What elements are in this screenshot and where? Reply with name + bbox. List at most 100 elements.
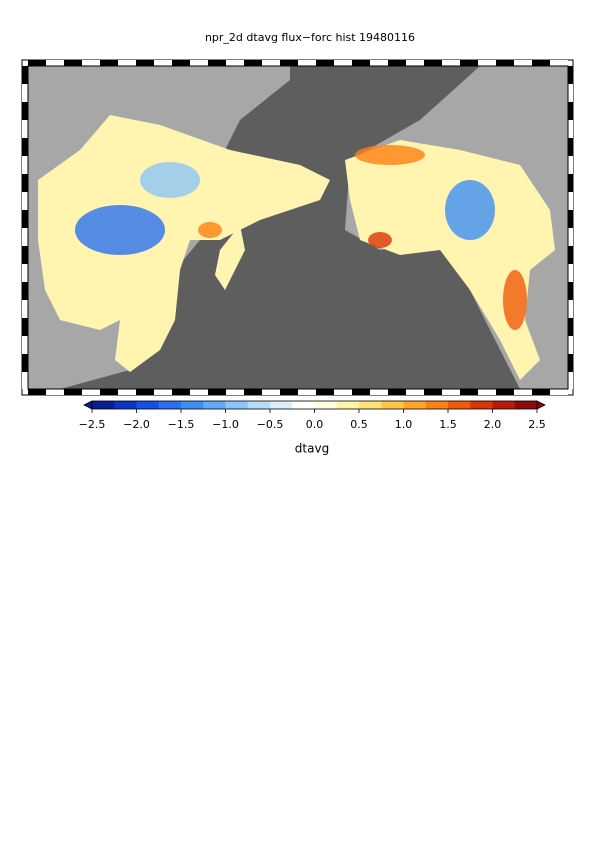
colorbar: −2.5 −2.0 −1.5 −1.0 −0.5 0.0 0.5 1.0 1.5 2.0 2.5 [79,400,546,431]
border-cell [22,66,28,84]
border-cell [424,60,442,66]
border-cell [532,60,550,66]
border-cell [406,389,424,395]
colorbar-tick-label: −0.5 [257,418,284,431]
border-cell [388,60,406,66]
colorbar-tick-label: −2.0 [123,418,150,431]
anomaly-patch [445,180,495,240]
colorbar-segment [381,401,404,409]
colorbar-segment [448,401,471,409]
border-cell [28,389,46,395]
colorbar-tick-label: −2.5 [79,418,106,431]
border-cell [262,389,280,395]
border-cell [22,282,28,300]
colorbar-tick-label: 0.5 [350,418,368,431]
border-cell [316,60,334,66]
border-cell [334,60,352,66]
colorbar-tick-label: 1.0 [395,418,413,431]
border-cell [568,138,573,156]
border-cell [154,60,172,66]
anomaly-patch [140,162,200,198]
colorbar-segment [514,401,538,409]
border-cell [478,389,496,395]
border-cell [136,389,154,395]
colorbar-label: dtavg [295,442,329,456]
border-cell [172,60,190,66]
border-cell [316,389,334,395]
border-cell [280,60,298,66]
anomaly-patch [355,145,425,165]
border-cell [532,389,550,395]
border-cell [550,389,568,395]
border-cell [22,84,28,102]
colorbar-tick-label: 0.0 [306,418,324,431]
border-cell [22,336,28,354]
border-cell [82,60,100,66]
border-cell [298,60,316,66]
border-cell [28,60,46,66]
border-cell [352,60,370,66]
border-cell [22,138,28,156]
map [21,59,574,396]
border-cell [244,389,262,395]
border-cell [352,389,370,395]
border-cell [64,60,82,66]
border-cell [568,282,573,300]
border-cell [568,156,573,174]
border-cell [568,174,573,192]
border-cell [496,60,514,66]
america-field [345,140,555,380]
colorbar-segment [181,401,204,409]
anomaly-patch [198,222,222,238]
border-cell [568,102,573,120]
border-cell [100,60,118,66]
border-cell [118,60,136,66]
colorbar-segment [225,401,249,409]
colorbar-segment [136,401,160,409]
border-cell [208,389,226,395]
border-cell [496,389,514,395]
border-cell [22,192,28,210]
border-cell [22,210,28,228]
border-cell [22,156,28,174]
colorbar-segment [359,401,382,409]
border-cell [22,228,28,246]
border-cell [550,60,568,66]
border-cell [388,389,406,395]
map-title: npr_2d dtavg flux−forc hist 19480116 [205,31,415,44]
border-cell [442,60,460,66]
asia-field [38,115,330,372]
colorbar-segment [336,401,360,409]
border-cell [22,372,28,389]
border-cell [370,60,388,66]
colorbar-segment [314,401,338,409]
border-cell [442,389,460,395]
border-cell [568,228,573,246]
border-cell [568,300,573,318]
border-cell [568,372,573,389]
border-cell [172,389,190,395]
colorbar-segment [114,401,137,409]
border-cell [568,354,573,372]
kamchatka-field [215,225,245,290]
border-cell [22,120,28,138]
border-cell [568,66,573,84]
map-border [22,60,573,395]
border-cell [298,389,316,395]
colorbar-segment [425,401,449,409]
border-cell [568,264,573,282]
border-cell [22,354,28,372]
border-cell [64,389,82,395]
colorbar-tick-label: 1.5 [439,418,457,431]
border-cell [22,300,28,318]
border-cell [478,60,496,66]
border-cell [118,389,136,395]
colorbar-segment [247,401,271,409]
colorbar-end [536,400,546,410]
colorbar-segment [158,401,182,409]
border-cell [22,174,28,192]
border-cell [226,60,244,66]
colorbar-segment [270,401,293,409]
anomaly-patch [368,232,392,248]
